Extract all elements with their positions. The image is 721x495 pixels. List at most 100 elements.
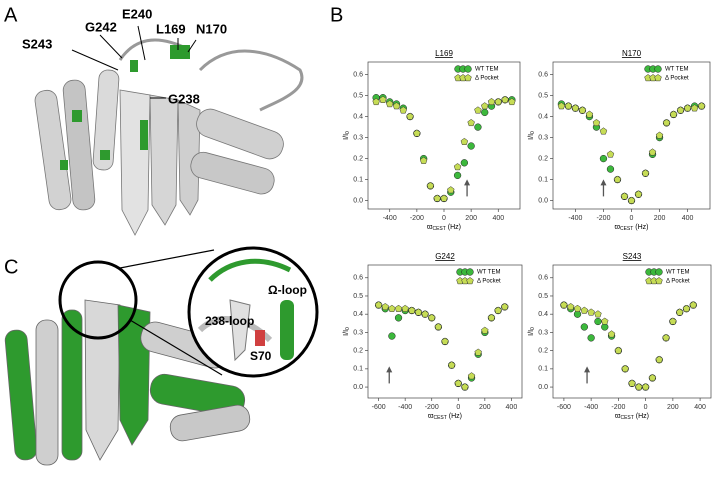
x-tick-label: 0 [442,215,446,222]
label-part: (Hz) [634,413,649,420]
marker [641,383,650,391]
y-tick-label: 0.5 [353,293,363,300]
marker [494,306,502,314]
marker [669,110,678,118]
label-part: (Hz) [446,224,461,231]
x-tick-label: 0 [630,215,634,222]
label-part: I/I [528,330,535,336]
y-axis-label: I/I0 [343,131,351,140]
marker [662,333,670,342]
marker [453,171,462,180]
label-part: ϖ [615,224,621,231]
marker [419,156,428,164]
x-tick-label: -200 [611,404,625,411]
label-part: (Hz) [633,224,648,231]
marker [441,337,449,345]
marker [467,118,475,127]
plot-frame [552,61,711,210]
y-tick-label: 0.0 [353,384,363,391]
marker [501,95,509,103]
marker [648,374,657,382]
marker [413,129,421,137]
y-tick-label: 0.4 [353,311,363,318]
chart: S243 0.0 0.1 0.2 0.3 0.4 0.5 0.6 -600 -400 -200 0 20… [528,252,712,421]
y-tick-label: 0.4 [538,311,548,318]
legend-label: Δ Pocket [477,279,501,285]
marker [414,308,423,316]
marker [578,106,587,114]
x-axis-label: ϖCEST (Hz) [615,224,649,232]
panel-label: C [4,256,18,278]
panel-label: A [4,4,18,26]
marker [599,127,608,135]
marker [454,379,462,387]
marker [379,95,387,103]
y-tick-label: 0.3 [538,329,548,336]
legend-label: Δ Pocket [665,76,689,82]
legend-label: WT TEM [665,67,688,73]
marker [634,190,643,198]
marker [655,268,663,276]
label-subscript: CEST [432,226,445,232]
y-tick-label: 0.6 [353,71,363,78]
y-tick-label: 0.3 [538,134,548,141]
marker [487,313,496,321]
marker [606,165,615,173]
marker [434,323,443,331]
y-tick-label: 0.0 [353,197,363,204]
marker [689,301,698,309]
marker [374,301,383,309]
x-tick-label: -600 [557,404,571,411]
y-tick-label: 0.3 [353,329,363,336]
x-tick-label: 200 [479,404,491,411]
marker [655,277,663,285]
marker [620,192,629,200]
marker [467,142,475,150]
marker [621,364,629,373]
residue-label: S70 [250,349,272,363]
marker [594,317,602,326]
chart: N170 0.0 0.1 0.2 0.3 0.4 0.5 0.6 -400 -200 0 200 400… [528,49,711,232]
marker [592,118,601,127]
marker [573,304,582,312]
marker [372,97,380,106]
marker [564,102,573,110]
marker [627,196,636,204]
x-tick-label: 200 [654,215,666,222]
marker [494,97,503,106]
marker [571,104,580,112]
marker [474,348,482,356]
x-tick-label: 400 [694,404,706,411]
marker [654,65,662,73]
y-tick-label: 0.2 [538,347,548,354]
zoom-line [129,319,223,376]
x-tick-label: -400 [568,215,582,222]
y-axis-label: I/I0 [528,131,536,140]
legend-label: WT TEM [666,270,689,276]
chart-title: G242 [435,252,455,261]
residue-label: G242 [85,19,117,34]
x-tick-label: -200 [410,215,424,222]
arrow-head [386,366,393,373]
marker [654,74,662,82]
arrow-head [464,179,471,186]
marker [508,97,516,106]
label-subscript: CEST [620,226,633,232]
marker [594,310,602,318]
label-part: I/I [528,134,535,140]
marker [406,112,414,120]
marker [606,150,615,158]
marker [385,100,394,108]
marker [464,74,472,82]
y-tick-label: 0.0 [538,197,548,204]
marker [394,304,403,312]
marker [447,361,456,369]
label-subscript: 0 [530,131,536,134]
label-subscript: 0 [530,327,536,330]
marker [426,181,435,190]
marker [585,110,594,118]
x-tick-label: -400 [398,404,412,411]
y-tick-label: 0.6 [353,275,363,282]
marker [628,379,636,387]
label-part: ϖ [427,224,433,231]
